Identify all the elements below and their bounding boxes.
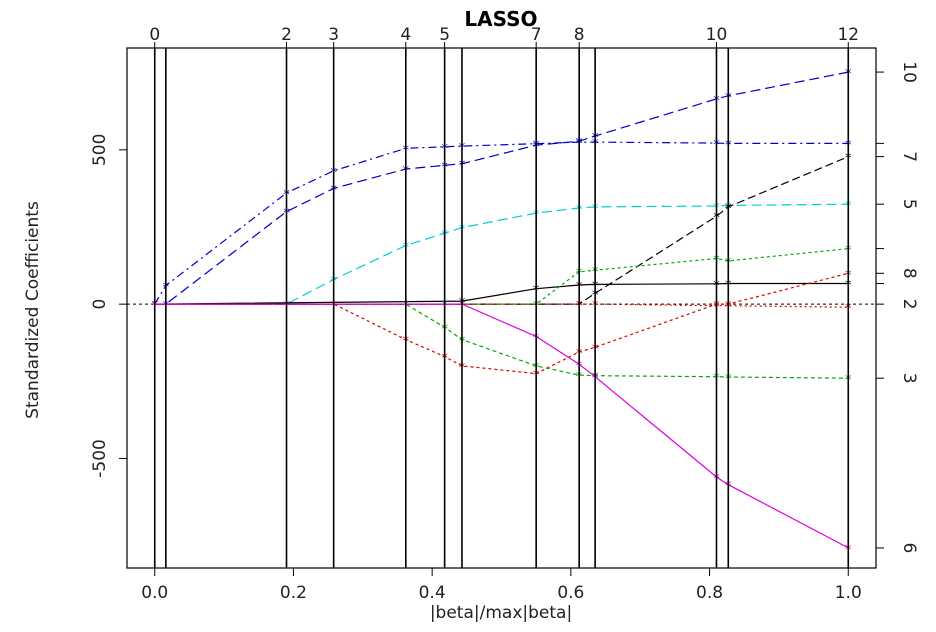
right-tick-label: 7 [899, 151, 919, 162]
coefficient-path-10 [154, 303, 849, 549]
coefficient-path-2 [154, 71, 849, 305]
right-tick-label: 10 [899, 61, 919, 83]
top-tick-label: 0 [149, 25, 160, 45]
plot-border [126, 47, 877, 569]
y-tick-label: 500 [90, 134, 110, 166]
right-tick-label: 2 [899, 299, 919, 310]
coefficient-path-9 [154, 303, 849, 308]
coefficient-path-8 [154, 272, 849, 375]
right-tick-label: 6 [899, 543, 919, 554]
x-tick-label: 0.4 [419, 583, 446, 603]
top-tick-label: 12 [837, 25, 859, 45]
coefficient-path-3 [154, 203, 849, 305]
coefficient-path-4 [154, 156, 849, 305]
coefficient-path-7 [154, 303, 849, 379]
top-tick-label: 7 [531, 25, 542, 45]
y-tick-label: -500 [90, 439, 110, 478]
coefficient-path-6 [154, 248, 849, 305]
coefficient-paths: ****************************************… [127, 67, 876, 558]
x-tick-label: 0.8 [696, 583, 723, 603]
top-tick-label: 10 [706, 25, 728, 45]
x-tick-label: 1.0 [835, 583, 862, 603]
y-tick-label: 0 [90, 299, 110, 310]
top-tick-label: 3 [328, 25, 339, 45]
y-axis-label: Standardized Coefficients [23, 201, 43, 419]
top-tick-label: 5 [439, 25, 450, 45]
coefficient-path-1 [154, 141, 849, 305]
x-tick-label: 0.6 [557, 583, 584, 603]
x-axis-label: |beta|/max|beta| [430, 603, 572, 623]
plot-frame [126, 47, 877, 569]
right-tick-label: 3 [899, 373, 919, 384]
top-tick-label: 2 [281, 25, 292, 45]
x-tick-label: 0.0 [141, 583, 168, 603]
coefficient-path-5 [154, 282, 849, 305]
axis-ticks: 0.0 0.2 0.4 0.6 0.8 1.0 -500 0 500 0 2 3 4 5 7 8 10 12 10 7… [90, 25, 919, 603]
top-tick-label: 4 [400, 25, 411, 45]
chart-title: LASSO [464, 7, 537, 31]
x-tick-label: 0.2 [280, 583, 307, 603]
right-tick-label: 8 [899, 268, 919, 279]
step-lines [153, 48, 850, 568]
top-tick-label: 8 [574, 25, 585, 45]
right-tick-label: 5 [899, 199, 919, 210]
